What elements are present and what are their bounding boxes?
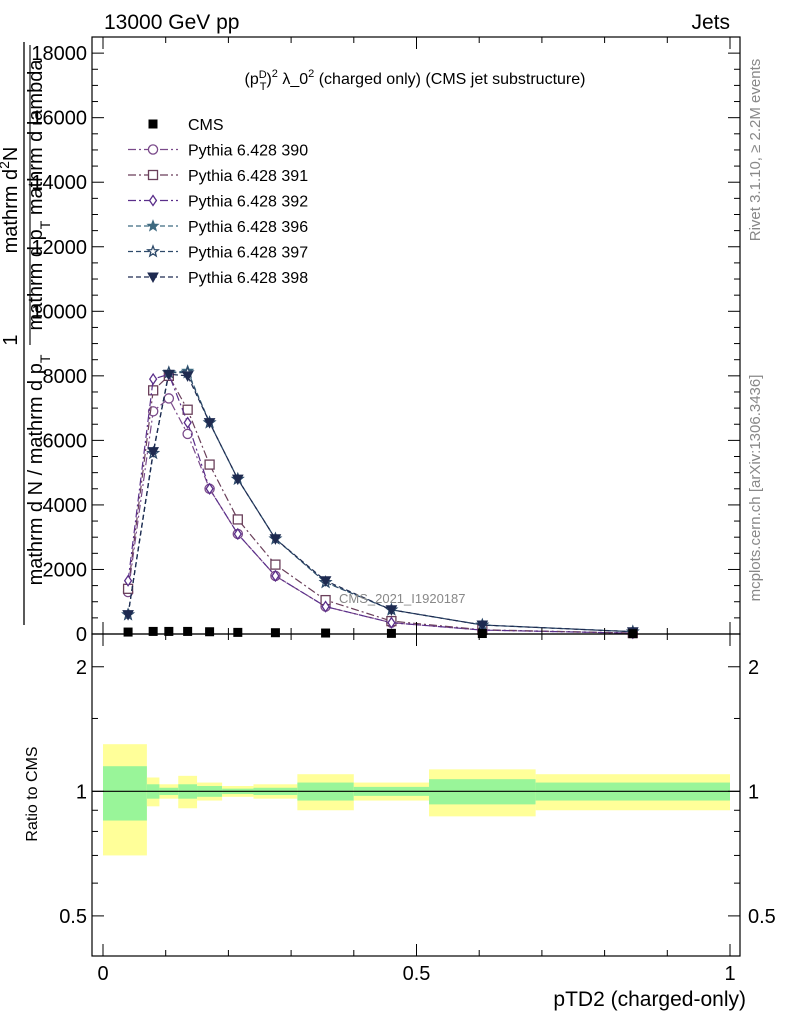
y-tick-label: 10000 xyxy=(31,301,87,323)
x-tick-label: 0 xyxy=(97,963,108,985)
mcplots-label: mcplots.cern.ch [arXiv:1306.3436] xyxy=(747,375,764,602)
y-label-one: 1 xyxy=(0,334,22,345)
chart-title: (pD T)2 λ_02 (charged only) (CMS jet subs… xyxy=(245,68,586,93)
x-axis: 0 0.5 1 xyxy=(97,37,736,985)
data-point xyxy=(476,620,489,631)
data-point xyxy=(321,600,330,613)
data-point xyxy=(387,616,396,629)
ratio-tick-label-right: 0.5 xyxy=(748,906,776,928)
data-point xyxy=(182,404,193,415)
data-point xyxy=(147,169,159,181)
legend-label: CMS xyxy=(188,117,224,134)
ratio-tick-label-right: 1 xyxy=(748,781,759,803)
x-axis-label: pTD2 (charged-only) xyxy=(553,988,746,1011)
data-point xyxy=(147,272,159,284)
legend-label: Pythia 6.428 390 xyxy=(188,143,308,160)
ratio-tick-label: 0.5 xyxy=(59,906,87,928)
y-label-denominator: mathrm d N / mathrm d pT xyxy=(25,354,53,585)
data-point xyxy=(146,219,160,232)
data-point xyxy=(146,244,160,258)
data-point xyxy=(386,628,396,638)
y-tick-label: 16000 xyxy=(31,108,87,130)
data-point xyxy=(148,372,158,386)
data-point xyxy=(148,194,158,207)
ratio-tick-label: 2 xyxy=(76,657,87,679)
ratio-y-label: Ratio to CMS xyxy=(24,746,41,841)
ratio-band-inner xyxy=(103,766,147,821)
data-point xyxy=(233,527,242,541)
y-tick-label: 8000 xyxy=(43,366,88,388)
data-point xyxy=(385,605,398,616)
series-line xyxy=(127,373,633,634)
data-point xyxy=(205,482,214,495)
y-tick-label: 6000 xyxy=(43,430,88,452)
data-point xyxy=(147,447,160,458)
ratio-tick-label-right: 2 xyxy=(748,657,759,679)
ratio-uncertainty-band xyxy=(103,744,730,856)
data-point xyxy=(148,626,158,636)
data-point xyxy=(270,628,280,638)
data-point xyxy=(321,628,331,638)
legend: CMS Pythia 6.428 390 Pythia 6.428 391 Pythi… xyxy=(128,117,308,287)
legend-label: Pythia 6.428 391 xyxy=(188,168,308,185)
data-point xyxy=(123,627,133,637)
y-tick-label: 12000 xyxy=(31,237,87,259)
data-point xyxy=(271,569,280,583)
y-label-inner-numerator: mathrm d2N xyxy=(0,147,22,254)
data-point xyxy=(123,574,133,587)
data-point xyxy=(148,119,158,129)
data-point xyxy=(205,627,215,637)
ratio-tick-label: 1 xyxy=(76,781,87,803)
y-tick-label: 0 xyxy=(76,624,87,646)
data-point xyxy=(147,406,159,417)
data-point xyxy=(231,474,244,486)
data-point xyxy=(163,393,175,404)
watermark-label: CMS_2021_I1920187 xyxy=(339,591,466,606)
y-tick-label: 4000 xyxy=(43,495,88,517)
main-y-axis: 0 2000 4000 6000 8000 10000 12000 14000 16000 180… xyxy=(31,36,740,646)
header-left: 13000 GeV pp xyxy=(104,11,239,34)
header-right: Jets xyxy=(691,11,730,34)
data-point xyxy=(181,371,194,382)
x-tick-label: 1 xyxy=(724,963,735,985)
legend-label: Pythia 6.428 392 xyxy=(188,194,308,211)
data-point xyxy=(204,459,215,470)
data-point xyxy=(147,144,159,155)
data-point xyxy=(203,418,216,429)
data-point xyxy=(270,559,281,570)
main-y-label: 1 mathrm d N / mathrm d pT mathrm d2N ma… xyxy=(0,42,53,625)
x-tick-label: 0.5 xyxy=(403,963,431,985)
data-point xyxy=(162,369,175,381)
data-point xyxy=(233,627,243,637)
legend-label: Pythia 6.428 396 xyxy=(188,219,308,236)
legend-label: Pythia 6.428 397 xyxy=(188,245,308,262)
y-label-inner-denominator: mathrm d pT mathrm d lambda xyxy=(25,59,53,331)
data-point xyxy=(164,626,174,636)
data-point xyxy=(183,626,193,636)
y-tick-label: 18000 xyxy=(31,43,87,65)
rivet-label: Rivet 3.1.10, ≥ 2.2M events xyxy=(747,59,764,242)
data-point xyxy=(148,385,159,396)
data-point xyxy=(232,514,243,525)
ratio-y-axis: 0.5 0.5 1 1 2 2 xyxy=(59,657,776,928)
y-tick-label: 2000 xyxy=(43,559,88,581)
data-point xyxy=(183,416,192,429)
y-tick-label: 14000 xyxy=(31,172,87,194)
data-point xyxy=(182,428,193,440)
data-point xyxy=(122,610,134,621)
legend-label: Pythia 6.428 398 xyxy=(188,270,308,287)
data-point xyxy=(269,534,282,545)
data-point xyxy=(319,576,332,587)
